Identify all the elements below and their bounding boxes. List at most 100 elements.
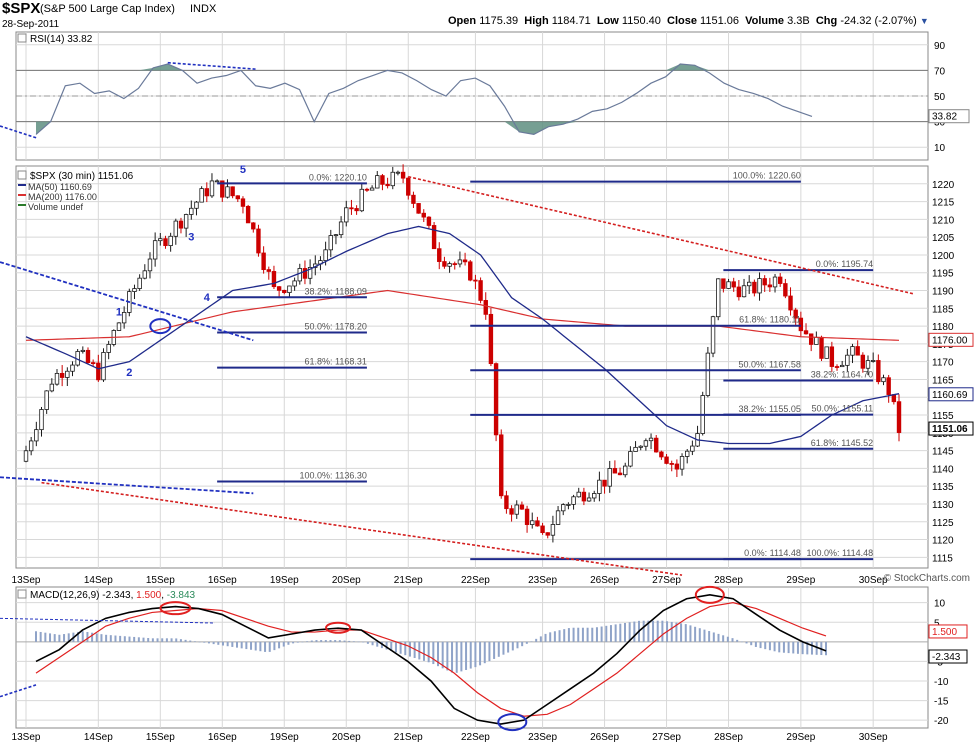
macd-x-tick-label: 14Sep: [84, 732, 113, 743]
candle-down: [860, 354, 866, 369]
candle-up: [147, 258, 153, 272]
rsi-toggle-icon: [17, 33, 27, 43]
candle-down: [798, 317, 804, 332]
close-value: 1151.06: [700, 15, 739, 27]
macd-histogram-bar: [680, 623, 683, 642]
candle-up: [814, 336, 819, 345]
macd-histogram-bar: [268, 641, 271, 652]
macd-histogram-bar: [58, 634, 61, 642]
candle-down: [452, 263, 457, 266]
macd-histogram-bar: [203, 641, 206, 643]
candle-up: [726, 281, 731, 289]
volume-value: 3.3B: [787, 15, 810, 27]
candle-down: [581, 491, 587, 502]
elliott-wave-label: 5: [240, 164, 246, 176]
candle-down: [499, 434, 504, 497]
x-tick-label: 26Sep: [590, 575, 619, 586]
candle-down: [612, 468, 618, 474]
price-tick-label: 1200: [932, 251, 955, 262]
price-tick-label: 1140: [932, 464, 954, 475]
candle-down: [793, 309, 798, 319]
legend-swatch: [18, 194, 26, 196]
macd-title-part: MACD(12,26,9): [30, 590, 102, 601]
candle-up: [555, 510, 561, 525]
fib-level-label: 61.8%: 1168.31: [305, 357, 367, 367]
macd-x-tick-label: 22Sep: [461, 732, 490, 743]
macd-histogram-bar: [563, 629, 566, 642]
candle-down: [400, 171, 406, 179]
macd-title-part: ,: [161, 590, 167, 601]
candle-up: [757, 278, 762, 294]
macd-histogram-bar: [147, 638, 150, 642]
macd-value-tag-label: -2.343: [932, 652, 961, 663]
macd-histogram-bar: [142, 637, 145, 642]
macd-histogram-bar: [348, 640, 351, 642]
macd-histogram-bar: [39, 631, 42, 642]
lower-trendline-red: [41, 481, 683, 576]
price-tick-label: 1135: [932, 482, 954, 493]
candle-down: [421, 212, 426, 218]
low-label: Low: [596, 15, 619, 27]
macd-histogram-bar: [511, 641, 514, 651]
price-tick-label: 1165: [932, 375, 954, 386]
ma50-line: [25, 225, 900, 445]
macd-histogram-bar: [329, 640, 332, 642]
macd-histogram-bar: [745, 641, 748, 644]
candle-down: [752, 281, 757, 294]
candle-down: [777, 276, 783, 284]
x-tick-label: 30Sep: [859, 575, 888, 586]
candle-up: [390, 171, 395, 187]
macd-histogram-bar: [184, 639, 187, 642]
macd-x-tick-label: 19Sep: [270, 732, 299, 743]
candle-down: [524, 508, 530, 525]
price-tick-label: 1180: [932, 322, 954, 333]
candle-down: [276, 286, 282, 291]
candle-up: [189, 207, 194, 215]
macd-histogram-bar: [731, 638, 734, 642]
macd-histogram-bar: [156, 638, 159, 642]
macd-value-tag: [928, 624, 968, 639]
macd-histogram-bar: [502, 641, 505, 655]
chg-dropdown-icon[interactable]: ▼: [919, 16, 929, 26]
macd-histogram-bar: [264, 641, 267, 652]
candle-down: [271, 271, 277, 288]
macd-histogram-bar: [736, 639, 739, 642]
elliott-wave-label: 3: [188, 232, 194, 244]
candle-down: [731, 281, 736, 288]
candle-up: [839, 364, 845, 368]
macd-histogram-bar: [324, 640, 327, 642]
macd-x-tick-label: 21Sep: [394, 732, 423, 743]
price-tick-label: 1120: [932, 536, 954, 547]
macd-histogram-bar: [712, 632, 715, 642]
candle-down: [767, 284, 773, 288]
macd-histogram-bar: [193, 641, 196, 642]
elliott-wave-label: 1: [116, 306, 122, 318]
candle-down: [617, 472, 623, 476]
candle-down: [762, 278, 767, 286]
candle-up: [571, 496, 576, 505]
macd-x-tick-label: 15Sep: [146, 732, 175, 743]
macd-histogram-bar: [525, 641, 528, 644]
candle-down: [540, 525, 545, 534]
macd-histogram-bar: [250, 641, 253, 650]
macd-histogram-bar: [296, 641, 299, 643]
candle-up: [80, 349, 86, 352]
ma200-line: [25, 289, 900, 341]
macd-histogram-bar: [67, 633, 70, 642]
symbol-title: $SPX: [2, 0, 41, 17]
macd-histogram-bar: [380, 641, 383, 649]
macd-histogram-bar: [773, 641, 776, 652]
macd-toggle-icon: [17, 589, 27, 599]
macd-tick-label: -15: [934, 697, 949, 708]
candle-up: [690, 445, 695, 452]
macd-histogram-bar: [413, 641, 416, 659]
macd-histogram-bar: [362, 641, 365, 643]
fib-level-label: 100.0%: 1114.48: [806, 548, 873, 558]
macd-histogram-bar: [488, 641, 491, 662]
macd-title-part: -2.343: [102, 590, 131, 601]
candle-up: [323, 249, 328, 261]
macd-histogram-bar: [259, 641, 262, 652]
candle-down: [235, 195, 240, 200]
rsi-tick-label: 70: [934, 66, 946, 77]
macd-histogram-bar: [292, 641, 295, 644]
